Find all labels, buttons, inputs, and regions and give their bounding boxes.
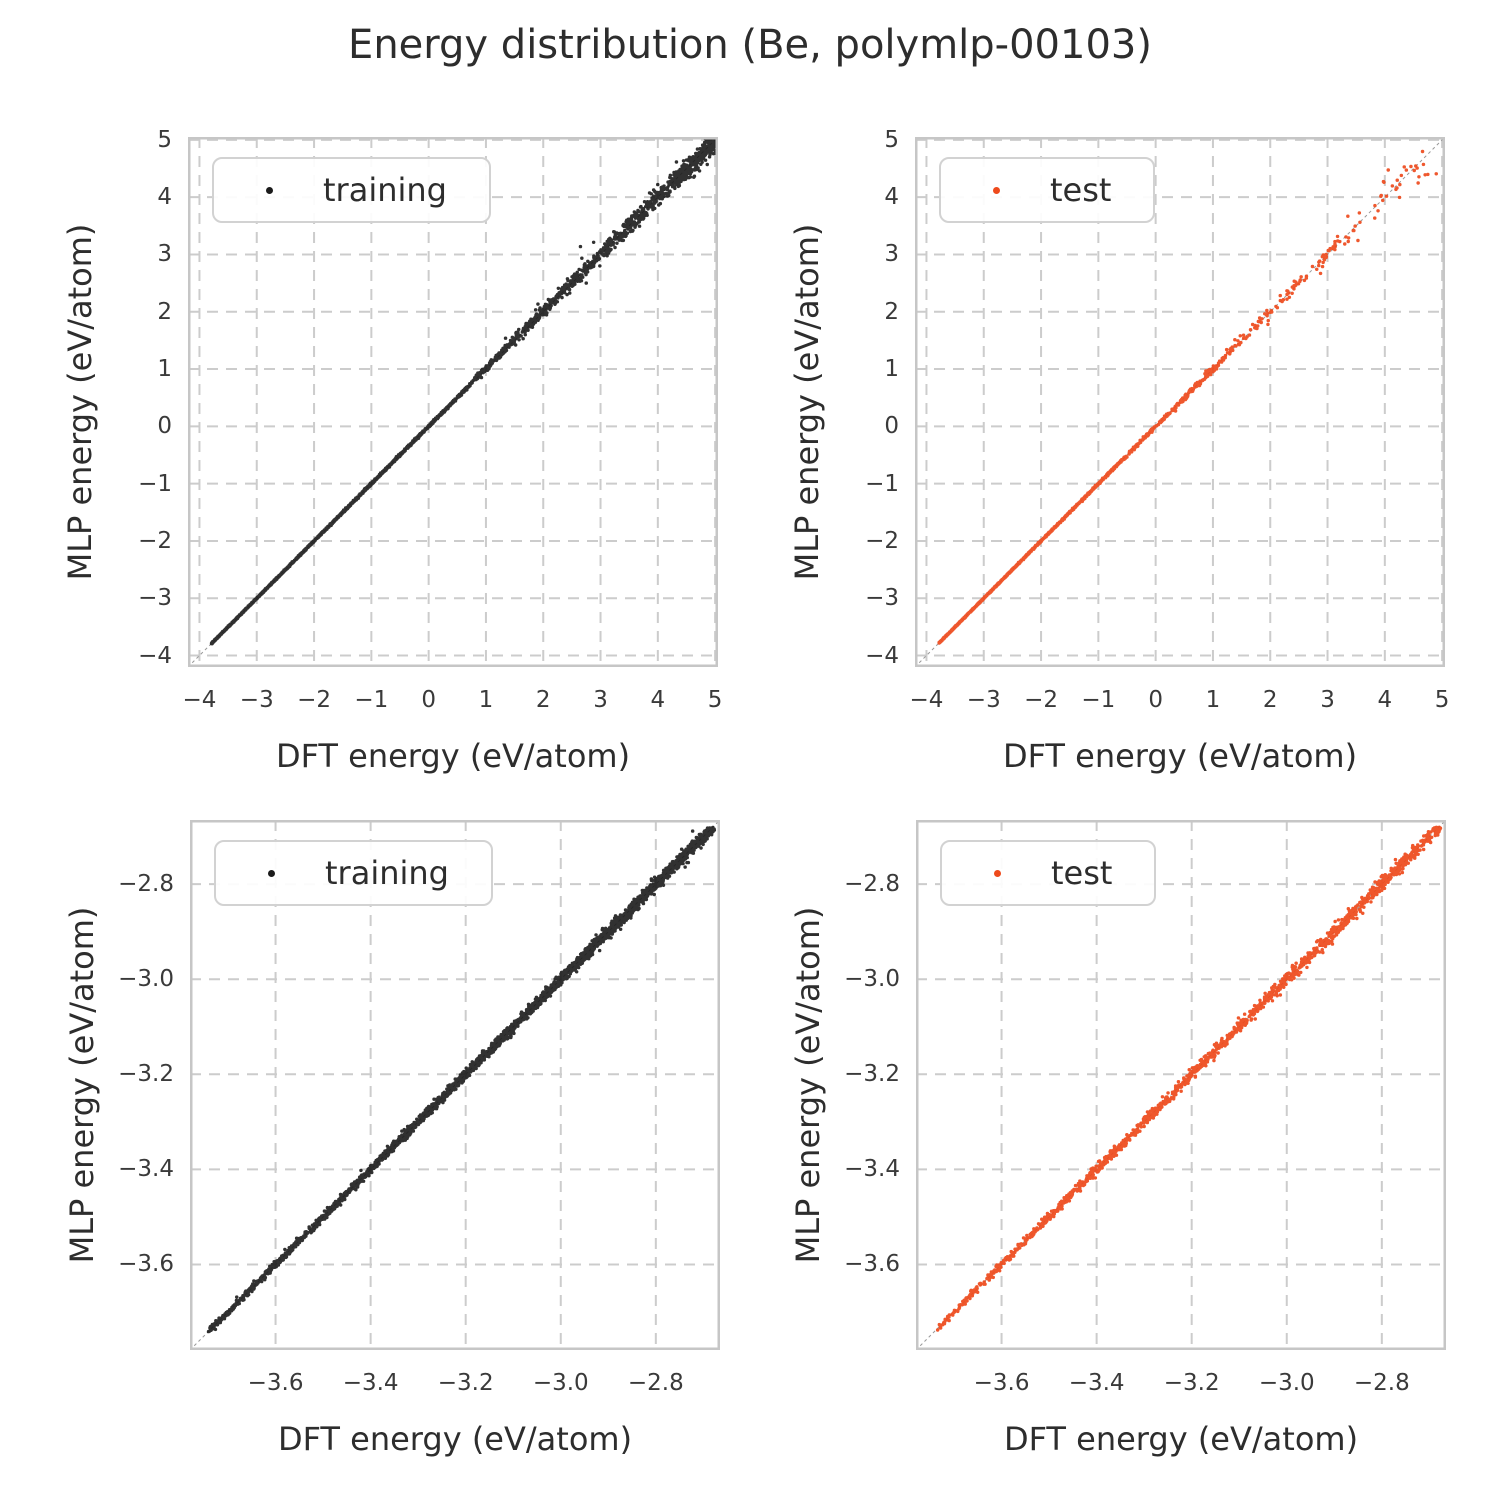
x-tick-label: −4 <box>182 687 217 713</box>
y-tick-label: −1 <box>138 470 172 497</box>
y-tick-label: −3.0 <box>118 966 174 993</box>
x-tick-label: −1 <box>354 687 389 713</box>
x-tick-label: 0 <box>421 687 436 713</box>
x-tick-label: 2 <box>1262 687 1278 713</box>
x-axis-label: DFT energy (eV/atom) <box>277 1420 633 1458</box>
x-tick-label: 3 <box>593 687 608 713</box>
y-tick-label: 4 <box>157 184 172 211</box>
legend: test <box>939 157 1156 223</box>
x-tick-label: −2 <box>297 687 331 713</box>
legend-label: training <box>323 171 447 209</box>
y-tick-label: 0 <box>157 413 172 440</box>
y-tick-label: −3 <box>138 585 172 612</box>
x-tick-label: 5 <box>1434 687 1450 713</box>
y-tick-label: 3 <box>157 241 172 268</box>
plot-frame <box>915 137 1445 667</box>
x-tick-label: 4 <box>1377 687 1393 713</box>
legend-label: test <box>1051 854 1113 892</box>
y-tick-label: 4 <box>884 184 899 211</box>
x-tick-label: −3.2 <box>437 1370 494 1396</box>
scatter-points-test <box>937 149 1438 645</box>
plot-area-bottom-left <box>190 820 720 1350</box>
y-axis-label: MLP energy (eV/atom) <box>61 223 99 581</box>
x-tick-label: 1 <box>478 687 494 713</box>
y-tick-label: 2 <box>884 298 899 325</box>
y-tick-label: 1 <box>157 356 172 383</box>
plot-frame <box>190 820 720 1350</box>
scatter-points-training <box>206 825 717 1334</box>
x-tick-label: 1 <box>1205 687 1221 713</box>
x-tick-label: −2.8 <box>627 1370 684 1396</box>
y-tick-label: −3 <box>865 585 899 612</box>
y-tick-label: −2 <box>138 527 172 554</box>
y-tick-label: −3.2 <box>118 1061 174 1088</box>
legend-marker-icon <box>993 186 1000 194</box>
y-tick-label: 3 <box>884 241 899 268</box>
x-tick-label: −2.8 <box>1353 1370 1410 1396</box>
y-axis-label: MLP energy (eV/atom) <box>63 906 101 1264</box>
x-tick-label: −3.4 <box>1068 1370 1125 1396</box>
y-tick-label: −3.6 <box>844 1251 900 1278</box>
legend-label: training <box>325 854 449 892</box>
scatter-points-training <box>209 137 717 646</box>
y-tick-label: 0 <box>884 413 899 440</box>
x-tick-label: −3.0 <box>1258 1370 1315 1396</box>
y-tick-label: −2.8 <box>118 871 174 898</box>
y-tick-label: 1 <box>884 356 899 383</box>
grid-lines <box>188 137 718 667</box>
y-tick-label: 2 <box>157 298 172 325</box>
x-tick-label: 0 <box>1148 687 1163 713</box>
y-tick-label: −3.0 <box>844 966 900 993</box>
y-tick-label: 5 <box>884 126 899 153</box>
legend: test <box>940 840 1157 906</box>
y-axis-label: MLP energy (eV/atom) <box>789 906 827 1264</box>
x-tick-label: −3.6 <box>247 1370 304 1396</box>
x-tick-label: 5 <box>707 687 723 713</box>
y-tick-label: −3.4 <box>118 1156 174 1183</box>
x-tick-label: −3 <box>966 687 1001 713</box>
y-tick-label: −3.4 <box>844 1156 900 1183</box>
y-tick-label: −1 <box>865 470 899 497</box>
x-tick-label: −2 <box>1024 687 1058 713</box>
y-tick-label: −4 <box>865 642 899 669</box>
scatter-points-test <box>935 825 1443 1332</box>
plot-area-top-right <box>915 137 1445 667</box>
x-tick-label: 4 <box>650 687 666 713</box>
x-tick-label: −3 <box>239 687 274 713</box>
x-tick-label: 3 <box>1320 687 1335 713</box>
legend-marker-icon <box>268 869 275 877</box>
x-tick-label: −3.6 <box>973 1370 1030 1396</box>
y-axis-label: MLP energy (eV/atom) <box>788 223 826 581</box>
x-tick-label: −3.0 <box>532 1370 589 1396</box>
x-tick-label: −1 <box>1081 687 1116 713</box>
x-axis-label: DFT energy (eV/atom) <box>1002 737 1358 775</box>
grid-lines <box>915 137 1445 667</box>
plot-area-top-left <box>188 137 718 667</box>
y-tick-label: −2.8 <box>844 871 900 898</box>
legend-marker-icon <box>994 869 1001 877</box>
legend: training <box>214 840 493 906</box>
plot-frame <box>188 137 718 667</box>
plot-frame <box>916 820 1446 1350</box>
y-tick-label: −3.6 <box>118 1251 174 1278</box>
legend-label: test <box>1050 171 1112 209</box>
x-tick-label: 2 <box>535 687 551 713</box>
y-tick-label: −4 <box>138 642 172 669</box>
legend-marker-icon <box>266 186 273 194</box>
x-tick-label: −4 <box>909 687 944 713</box>
x-axis-label: DFT energy (eV/atom) <box>1003 1420 1359 1458</box>
x-tick-label: −3.4 <box>342 1370 399 1396</box>
y-tick-label: −3.2 <box>844 1061 900 1088</box>
plot-area-bottom-right <box>916 820 1446 1350</box>
legend: training <box>212 157 491 223</box>
y-tick-label: 5 <box>157 126 172 153</box>
y-tick-label: −2 <box>865 527 899 554</box>
x-tick-label: −3.2 <box>1163 1370 1220 1396</box>
x-axis-label: DFT energy (eV/atom) <box>275 737 631 775</box>
figure-title: Energy distribution (Be, polymlp-00103) <box>348 22 1152 68</box>
